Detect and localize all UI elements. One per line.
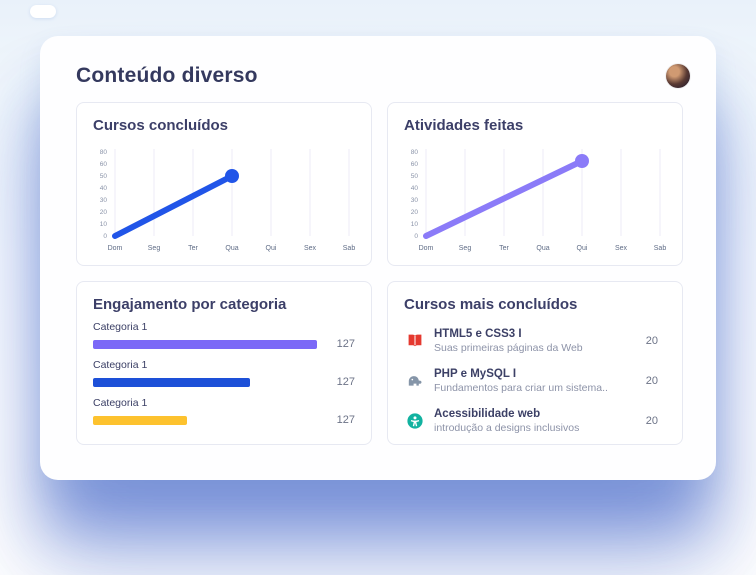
y-tick-label: 10 — [100, 221, 108, 228]
bar-row: 127 — [93, 338, 355, 350]
course-value: 20 — [645, 375, 658, 387]
card-title-activities-done: Atividades feitas — [404, 117, 524, 134]
bar-value: 127 — [336, 338, 355, 350]
activities-done-chart: Dom Seg Ter Qua Qui Sex Sab 0 10 20 30 40 50 60 80 — [411, 149, 666, 252]
x-tick-label: Sex — [615, 245, 628, 252]
y-tick-label: 20 — [100, 209, 108, 216]
x-tick-label: Sab — [343, 245, 355, 252]
y-tick-label: 30 — [100, 197, 108, 204]
course-row[interactable]: PHP e MySQL I Fundamentos para criar um … — [404, 361, 666, 401]
bar — [93, 415, 317, 425]
bar-category-label: Categoria 1 — [93, 359, 148, 371]
course-row[interactable]: HTML5 e CSS3 I Suas primeiras páginas da… — [404, 321, 666, 361]
top-courses-list: HTML5 e CSS3 I Suas primeiras páginas da… — [404, 321, 666, 441]
decorative-pill — [30, 5, 56, 18]
html5-icon — [406, 332, 424, 350]
y-tick-label: 80 — [100, 149, 108, 156]
x-tick-label: Qui — [266, 245, 277, 252]
y-tick-label: 0 — [103, 233, 107, 240]
bar-group: Categoria 1 127 — [93, 321, 355, 350]
course-title: PHP e MySQL I — [434, 368, 517, 380]
course-row[interactable]: Acessibilidade web introdução a designs … — [404, 401, 666, 441]
card-title-top-courses: Cursos mais concluídos — [404, 296, 578, 313]
card-engagement: Engajamento por categoria Categoria 1 12… — [76, 281, 372, 445]
page-title: Conteúdo diverso — [76, 64, 258, 87]
bar-group: Categoria 1 127 — [93, 359, 355, 388]
y-tick-label: 50 — [100, 173, 108, 180]
series-line — [423, 158, 585, 239]
y-tick-label: 60 — [411, 161, 419, 168]
x-tick-label: Sex — [304, 245, 317, 252]
x-tick-label: Ter — [499, 245, 509, 252]
php-icon — [406, 372, 424, 390]
bar-category-label: Categoria 1 — [93, 321, 148, 333]
course-text: PHP e MySQL I Fundamentos para criar um … — [434, 368, 608, 394]
x-tick-label: Qui — [577, 245, 588, 252]
bar-row: 127 — [93, 414, 355, 426]
bar-value: 127 — [336, 414, 355, 426]
card-activities-done: Atividades feitas Dom Seg Ter Qua Qui Sex Sab 0… — [387, 102, 683, 266]
card-title-completed-courses: Cursos concluídos — [93, 117, 229, 134]
bar-row: 127 — [93, 376, 355, 388]
series-end-dot — [225, 169, 239, 183]
course-subtitle: Fundamentos para criar um sistema.. — [434, 382, 608, 394]
x-tick-label: Seg — [148, 245, 161, 252]
x-tick-label: Sab — [654, 245, 666, 252]
y-tick-label: 60 — [100, 161, 108, 168]
course-title: Acessibilidade web — [434, 408, 541, 420]
bar — [93, 339, 317, 349]
bar-category-label: Categoria 1 — [93, 397, 148, 409]
dashboard-panel: Conteúdo diverso Cursos concluídos Dom Se… — [40, 36, 716, 480]
x-tick-label: Ter — [188, 245, 198, 252]
course-title: HTML5 e CSS3 I — [434, 328, 522, 340]
card-top-courses: Cursos mais concluídos HTML5 e CSS3 I Su… — [387, 281, 683, 445]
y-tick-label: 20 — [411, 209, 419, 216]
course-text: HTML5 e CSS3 I Suas primeiras páginas da… — [434, 328, 583, 354]
x-tick-label: Dom — [108, 245, 123, 252]
y-tick-label: 0 — [414, 233, 418, 240]
course-value: 20 — [645, 415, 658, 427]
x-tick-label: Dom — [419, 245, 434, 252]
x-tick-label: Qua — [536, 245, 549, 252]
series-line — [112, 173, 235, 239]
y-tick-label: 80 — [411, 149, 419, 156]
course-subtitle: introdução a designs inclusivos — [434, 422, 580, 434]
bar-group: Categoria 1 127 — [93, 397, 355, 426]
bar-value: 127 — [336, 376, 355, 388]
x-tick-label: Qua — [225, 245, 238, 252]
y-tick-label: 40 — [100, 185, 108, 192]
card-completed-courses: Cursos concluídos Dom Seg Ter Qua Qui Sex Sab 0… — [76, 102, 372, 266]
y-tick-label: 30 — [411, 197, 419, 204]
avatar[interactable] — [666, 64, 690, 88]
completed-courses-chart: Dom Seg Ter Qua Qui Sex Sab 0 10 20 30 40 50 60 80 — [100, 149, 355, 252]
cards-grid: Cursos concluídos Dom Seg Ter Qua Qui Sex Sab 0… — [40, 92, 716, 445]
engagement-bar-chart: Categoria 1 127 Categoria 1 127 Categori… — [93, 321, 355, 426]
x-tick-label: Seg — [459, 245, 472, 252]
y-tick-label: 40 — [411, 185, 419, 192]
card-title-engagement: Engajamento por categoria — [93, 296, 287, 313]
accessibility-icon — [406, 412, 424, 430]
y-tick-label: 10 — [411, 221, 419, 228]
dashboard-header: Conteúdo diverso — [40, 36, 716, 92]
course-value: 20 — [645, 335, 658, 347]
series-end-dot — [575, 154, 589, 168]
bar — [93, 377, 317, 387]
y-tick-label: 50 — [411, 173, 419, 180]
course-subtitle: Suas primeiras páginas da Web — [434, 342, 583, 354]
course-text: Acessibilidade web introdução a designs … — [434, 408, 579, 434]
